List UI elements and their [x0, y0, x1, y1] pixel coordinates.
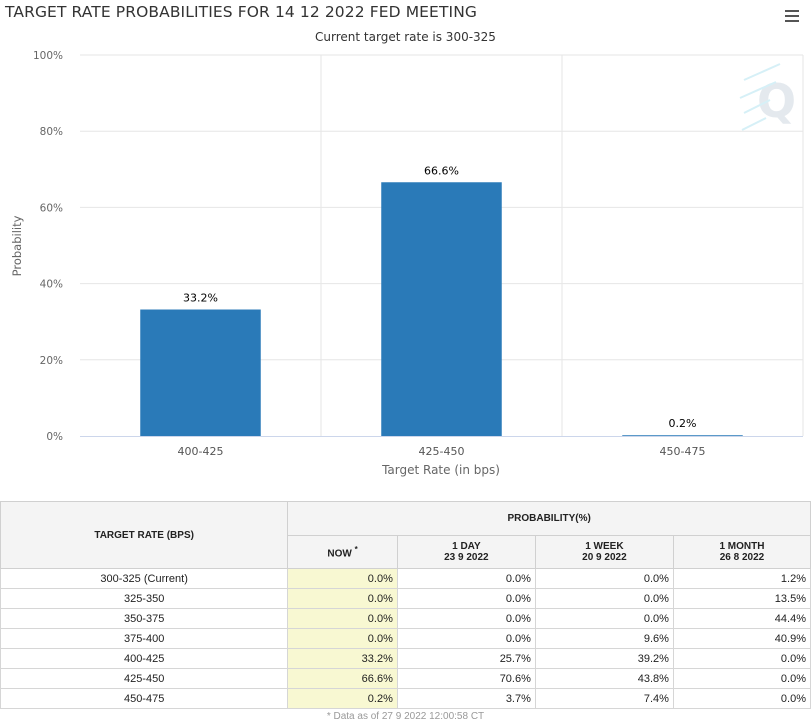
y-tick-label: 60% — [40, 202, 63, 214]
table-row: 350-375 0.0% 0.0% 0.0% 44.4% — [0, 608, 811, 629]
row-1-month: 0.0% — [672, 688, 811, 709]
bar-400-425[interactable] — [140, 309, 261, 436]
row-1-month: 44.4% — [672, 608, 811, 629]
probability-table: TARGET RATE (BPS) PROBABILITY(%) NOW * 1… — [0, 501, 811, 709]
header-1-month: 1 MONTH 26 8 2022 — [672, 535, 811, 569]
header-target-rate: TARGET RATE (BPS) — [0, 501, 289, 569]
data-timestamp-footnote: * Data as of 27 9 2022 12:00:58 CT — [326, 711, 485, 722]
x-tick-label: 400-425 — [178, 445, 224, 458]
row-1-month: 0.0% — [672, 648, 811, 669]
row-1-week: 43.8% — [534, 668, 674, 689]
data-label: 33.2% — [183, 292, 218, 305]
row-rate: 425-450 — [0, 668, 289, 689]
row-1-week: 0.0% — [534, 588, 674, 609]
row-now: 0.2% — [287, 688, 398, 709]
row-now: 66.6% — [287, 668, 398, 689]
row-rate: 375-400 — [0, 628, 289, 649]
header-1-day: 1 DAY 23 9 2022 — [396, 535, 536, 569]
data-label: 0.2% — [669, 417, 697, 430]
row-1-month: 13.5% — [672, 588, 811, 609]
y-tick-label: 0% — [46, 431, 63, 443]
row-1-day: 0.0% — [396, 608, 536, 629]
table-row: 375-400 0.0% 0.0% 9.6% 40.9% — [0, 628, 811, 649]
row-1-week: 0.0% — [534, 608, 674, 629]
row-1-week: 39.2% — [534, 648, 674, 669]
probability-table-container: TARGET RATE (BPS) PROBABILITY(%) NOW * 1… — [0, 501, 811, 709]
data-label: 66.6% — [424, 164, 459, 177]
table-row: 425-450 66.6% 70.6% 43.8% 0.0% — [0, 668, 811, 689]
table-row: 400-425 33.2% 25.7% 39.2% 0.0% — [0, 648, 811, 669]
header-1-week: 1 WEEK 20 9 2022 — [534, 535, 674, 569]
row-1-day: 25.7% — [396, 648, 536, 669]
table-row: 325-350 0.0% 0.0% 0.0% 13.5% — [0, 588, 811, 609]
row-1-week: 9.6% — [534, 628, 674, 649]
y-axis-title: Probability — [10, 215, 24, 276]
y-tick-label: 40% — [40, 279, 63, 291]
q-logo-icon: Q — [739, 63, 796, 131]
row-1-month: 40.9% — [672, 628, 811, 649]
x-axis-title: Target Rate (in bps) — [381, 463, 500, 477]
row-1-day: 0.0% — [396, 588, 536, 609]
row-1-day: 0.0% — [396, 628, 536, 649]
y-tick-label: 20% — [40, 355, 63, 367]
row-now: 0.0% — [287, 628, 398, 649]
row-rate: 400-425 — [0, 648, 289, 669]
y-tick-label: 80% — [40, 126, 63, 138]
table-row: 300-325 (Current) 0.0% 0.0% 0.0% 1.2% — [0, 568, 811, 589]
x-tick-label: 450-475 — [660, 445, 706, 458]
bar-425-450[interactable] — [381, 182, 502, 436]
chart-container: TARGET RATE PROBABILITIES FOR 14 12 2022… — [5, 3, 804, 477]
row-1-day: 0.0% — [396, 568, 536, 589]
row-1-day: 3.7% — [396, 688, 536, 709]
chart-subtitle: Current target rate is 300-325 — [315, 30, 496, 44]
row-now: 0.0% — [287, 608, 398, 629]
header-probability: PROBABILITY(%) — [287, 501, 811, 536]
header-now: NOW * — [287, 535, 398, 569]
bar-450-475[interactable] — [622, 435, 743, 436]
row-now: 33.2% — [287, 648, 398, 669]
chart-title: TARGET RATE PROBABILITIES FOR 14 12 2022… — [5, 3, 477, 21]
row-1-week: 0.0% — [534, 568, 674, 589]
row-rate: 325-350 — [0, 588, 289, 609]
row-1-day: 70.6% — [396, 668, 536, 689]
row-rate: 450-475 — [0, 688, 289, 709]
row-1-month: 0.0% — [672, 668, 811, 689]
x-tick-label: 425-450 — [419, 445, 465, 458]
row-now: 0.0% — [287, 568, 398, 589]
row-1-month: 1.2% — [672, 568, 811, 589]
bar-chart: Q 0% 20% 40% 60% 80% 100% 33.2% 400-425 66.6% 425… — [10, 50, 804, 477]
row-rate: 350-375 — [0, 608, 289, 629]
y-tick-label: 100% — [33, 50, 63, 62]
hamburger-menu-icon[interactable] — [785, 10, 799, 22]
table-row: 450-475 0.2% 3.7% 7.4% 0.0% — [0, 688, 811, 709]
row-1-week: 7.4% — [534, 688, 674, 709]
row-rate: 300-325 (Current) — [0, 568, 289, 589]
row-now: 0.0% — [287, 588, 398, 609]
